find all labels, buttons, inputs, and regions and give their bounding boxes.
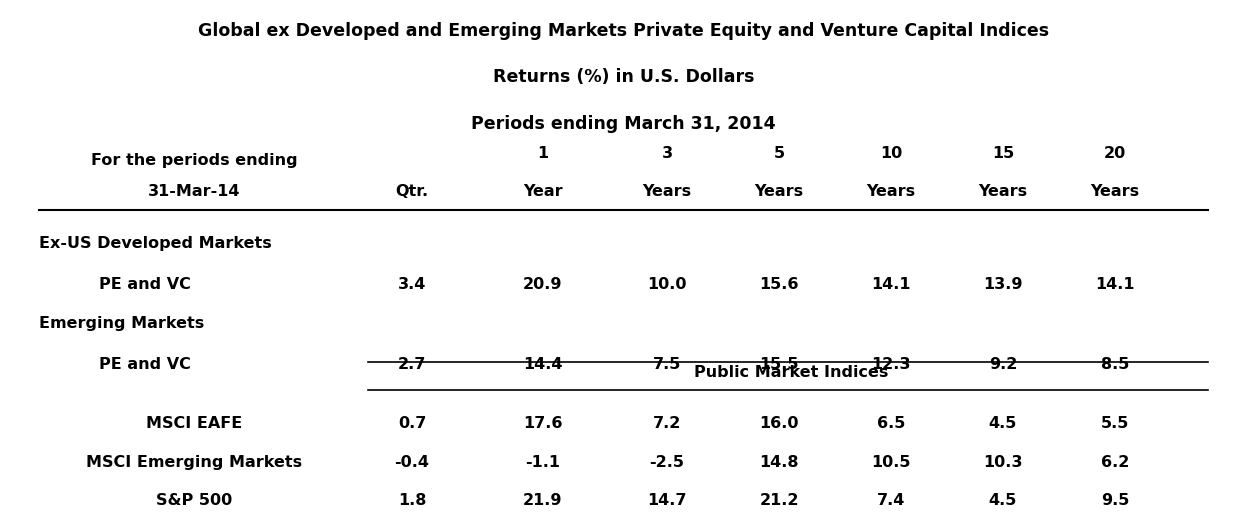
Text: 4.5: 4.5 — [989, 494, 1018, 509]
Text: -2.5: -2.5 — [650, 455, 685, 470]
Text: 5: 5 — [773, 146, 784, 161]
Text: 10.5: 10.5 — [872, 455, 910, 470]
Text: 7.4: 7.4 — [877, 494, 905, 509]
Text: 12.3: 12.3 — [872, 357, 910, 372]
Text: 15.5: 15.5 — [759, 357, 799, 372]
Text: Ex-US Developed Markets: Ex-US Developed Markets — [39, 236, 272, 251]
Text: 14.1: 14.1 — [1095, 277, 1135, 292]
Text: Years: Years — [867, 184, 915, 199]
Text: Qtr.: Qtr. — [395, 184, 429, 199]
Text: For the periods ending: For the periods ending — [91, 153, 298, 168]
Text: 21.2: 21.2 — [759, 494, 799, 509]
Text: MSCI Emerging Markets: MSCI Emerging Markets — [86, 455, 302, 470]
Text: 16.0: 16.0 — [759, 416, 799, 431]
Text: 6.2: 6.2 — [1101, 455, 1129, 470]
Text: Years: Years — [979, 184, 1028, 199]
Text: Years: Years — [642, 184, 692, 199]
Text: 3: 3 — [661, 146, 672, 161]
Text: 5.5: 5.5 — [1101, 416, 1129, 431]
Text: 1: 1 — [537, 146, 549, 161]
Text: Emerging Markets: Emerging Markets — [39, 315, 205, 330]
Text: 17.6: 17.6 — [522, 416, 562, 431]
Text: 1.8: 1.8 — [398, 494, 426, 509]
Text: -0.4: -0.4 — [394, 455, 429, 470]
Text: 6.5: 6.5 — [877, 416, 905, 431]
Text: 10: 10 — [880, 146, 902, 161]
Text: 13.9: 13.9 — [983, 277, 1023, 292]
Text: 20: 20 — [1104, 146, 1126, 161]
Text: 21.9: 21.9 — [522, 494, 562, 509]
Text: PE and VC: PE and VC — [99, 357, 191, 372]
Text: Year: Year — [522, 184, 562, 199]
Text: Years: Years — [1090, 184, 1140, 199]
Text: 14.8: 14.8 — [759, 455, 799, 470]
Text: 15: 15 — [991, 146, 1014, 161]
Text: 7.2: 7.2 — [653, 416, 681, 431]
Text: 7.5: 7.5 — [653, 357, 681, 372]
Text: Periods ending March 31, 2014: Periods ending March 31, 2014 — [471, 115, 776, 133]
Text: 15.6: 15.6 — [759, 277, 799, 292]
Text: 9.2: 9.2 — [989, 357, 1018, 372]
Text: 31-Mar-14: 31-Mar-14 — [148, 184, 241, 199]
Text: S&P 500: S&P 500 — [156, 494, 232, 509]
Text: Public Market Indices: Public Market Indices — [695, 365, 889, 380]
Text: Global ex Developed and Emerging Markets Private Equity and Venture Capital Indi: Global ex Developed and Emerging Markets… — [198, 22, 1049, 40]
Text: 9.5: 9.5 — [1101, 494, 1129, 509]
Text: 8.5: 8.5 — [1101, 357, 1129, 372]
Text: MSCI EAFE: MSCI EAFE — [146, 416, 242, 431]
Text: 4.5: 4.5 — [989, 416, 1018, 431]
Text: 2.7: 2.7 — [398, 357, 426, 372]
Text: 14.1: 14.1 — [872, 277, 910, 292]
Text: -1.1: -1.1 — [525, 455, 560, 470]
Text: 10.3: 10.3 — [983, 455, 1023, 470]
Text: PE and VC: PE and VC — [99, 277, 191, 292]
Text: 3.4: 3.4 — [398, 277, 426, 292]
Text: 20.9: 20.9 — [522, 277, 562, 292]
Text: 14.7: 14.7 — [647, 494, 687, 509]
Text: 10.0: 10.0 — [647, 277, 687, 292]
Text: 0.7: 0.7 — [398, 416, 426, 431]
Text: Returns (%) in U.S. Dollars: Returns (%) in U.S. Dollars — [493, 68, 754, 87]
Text: 14.4: 14.4 — [522, 357, 562, 372]
Text: Years: Years — [754, 184, 803, 199]
